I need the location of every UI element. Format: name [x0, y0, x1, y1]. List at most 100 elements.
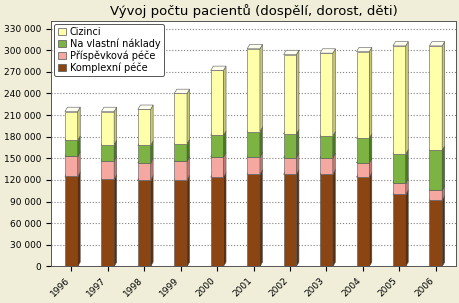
Bar	[356, 138, 369, 163]
Bar	[246, 174, 259, 266]
Polygon shape	[65, 136, 80, 140]
Polygon shape	[150, 158, 153, 180]
Polygon shape	[223, 131, 225, 157]
Polygon shape	[210, 131, 225, 135]
Polygon shape	[296, 50, 298, 134]
Bar	[65, 112, 78, 140]
Polygon shape	[296, 170, 298, 266]
Bar	[246, 132, 259, 157]
Bar	[174, 144, 187, 161]
Polygon shape	[369, 158, 371, 177]
Bar	[138, 109, 150, 145]
Polygon shape	[319, 132, 335, 136]
Polygon shape	[356, 173, 371, 177]
Polygon shape	[210, 173, 225, 177]
Polygon shape	[174, 176, 189, 180]
Polygon shape	[223, 173, 225, 266]
Bar	[428, 46, 441, 150]
Polygon shape	[428, 42, 444, 46]
Bar	[428, 190, 441, 200]
Polygon shape	[405, 150, 408, 183]
Bar	[246, 157, 259, 174]
Polygon shape	[428, 196, 444, 200]
Polygon shape	[150, 141, 153, 163]
Bar	[319, 174, 332, 266]
Polygon shape	[405, 42, 408, 154]
Polygon shape	[187, 140, 189, 161]
Polygon shape	[405, 178, 408, 195]
Polygon shape	[187, 157, 189, 180]
Polygon shape	[138, 105, 153, 109]
Bar	[101, 145, 114, 161]
Bar	[210, 157, 223, 177]
Bar	[319, 136, 332, 158]
Bar	[101, 161, 114, 179]
Polygon shape	[259, 45, 262, 132]
Bar	[65, 140, 78, 156]
Polygon shape	[319, 49, 335, 53]
Bar	[392, 46, 405, 154]
Bar	[138, 163, 150, 180]
Polygon shape	[101, 107, 117, 112]
Polygon shape	[283, 170, 298, 174]
Polygon shape	[332, 170, 335, 266]
Polygon shape	[246, 127, 262, 132]
Bar	[319, 53, 332, 136]
Polygon shape	[283, 50, 298, 55]
Bar	[174, 94, 187, 144]
Polygon shape	[187, 176, 189, 266]
Bar	[283, 174, 296, 266]
Polygon shape	[428, 186, 444, 190]
Polygon shape	[78, 172, 80, 266]
Polygon shape	[65, 172, 80, 176]
Polygon shape	[210, 153, 225, 157]
Polygon shape	[332, 153, 335, 174]
Polygon shape	[78, 136, 80, 156]
Polygon shape	[392, 190, 408, 195]
Polygon shape	[114, 140, 117, 161]
Polygon shape	[441, 196, 444, 266]
Polygon shape	[138, 176, 153, 180]
Polygon shape	[332, 132, 335, 158]
Polygon shape	[259, 170, 262, 266]
Bar	[283, 55, 296, 134]
Bar	[356, 163, 369, 177]
Bar	[101, 112, 114, 145]
Polygon shape	[369, 173, 371, 266]
Polygon shape	[283, 129, 298, 134]
Polygon shape	[319, 170, 335, 174]
Bar	[392, 195, 405, 266]
Polygon shape	[246, 170, 262, 174]
Bar	[101, 179, 114, 266]
Bar	[174, 180, 187, 266]
Polygon shape	[356, 134, 371, 138]
Polygon shape	[114, 107, 117, 145]
Polygon shape	[174, 140, 189, 144]
Polygon shape	[405, 190, 408, 266]
Bar	[210, 177, 223, 266]
Polygon shape	[78, 107, 80, 140]
Bar	[210, 135, 223, 157]
Polygon shape	[283, 153, 298, 158]
Bar	[283, 158, 296, 174]
Legend: Cizinci, Na vlastní náklady, Příspěvková péče, Komplexní péče: Cizinci, Na vlastní náklady, Příspěvková…	[54, 24, 163, 76]
Polygon shape	[210, 66, 225, 70]
Polygon shape	[246, 45, 262, 49]
Polygon shape	[441, 186, 444, 200]
Bar	[210, 70, 223, 135]
Polygon shape	[246, 153, 262, 157]
Polygon shape	[114, 156, 117, 179]
Polygon shape	[150, 176, 153, 266]
Bar	[319, 158, 332, 174]
Polygon shape	[392, 150, 408, 154]
Bar	[428, 200, 441, 266]
Bar	[356, 52, 369, 138]
Polygon shape	[369, 134, 371, 163]
Polygon shape	[428, 146, 444, 150]
Bar	[356, 177, 369, 266]
Polygon shape	[223, 66, 225, 135]
Polygon shape	[223, 153, 225, 177]
Polygon shape	[150, 105, 153, 145]
Title: Vývoj počtu pacientů (dospělí, dorost, děti): Vývoj počtu pacientů (dospělí, dorost, d…	[109, 4, 397, 18]
Bar	[138, 180, 150, 266]
